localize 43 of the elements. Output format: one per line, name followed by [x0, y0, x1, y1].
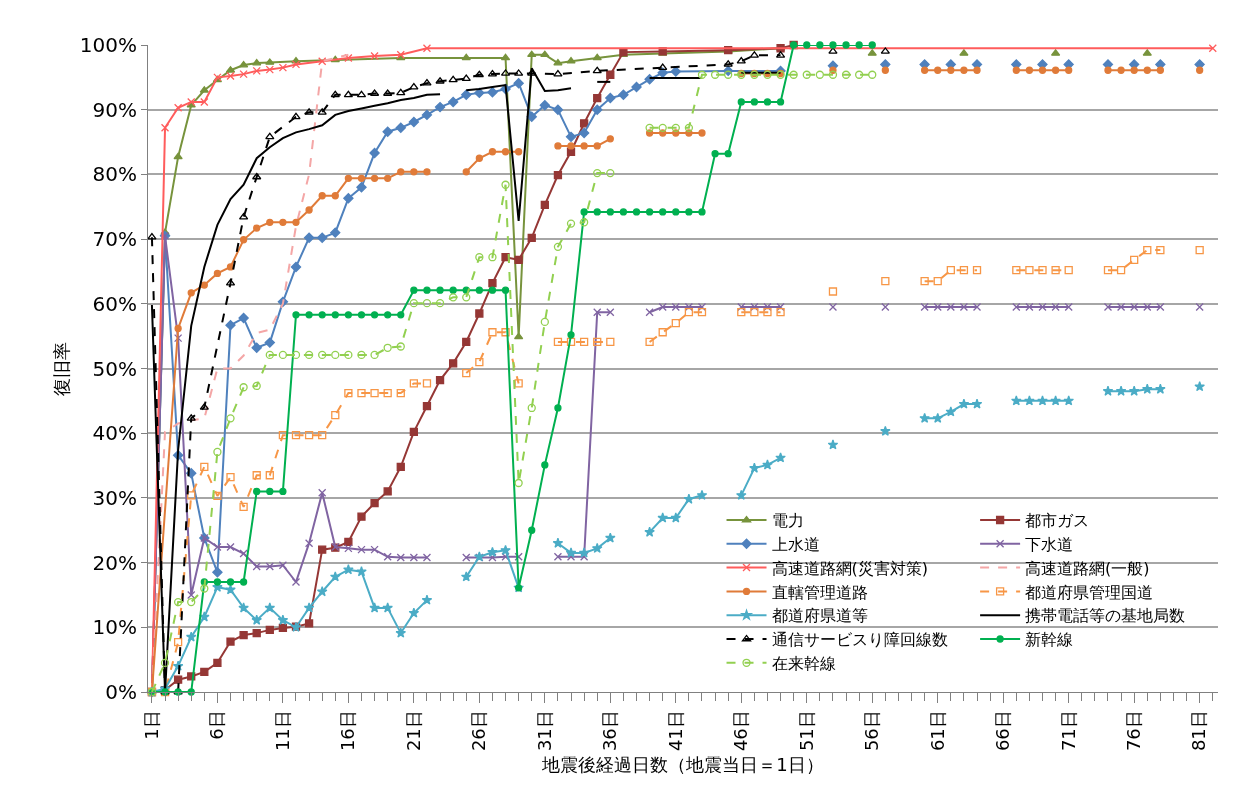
x-tick-label: 41日 [664, 710, 686, 752]
x-tick-label: 76日 [1123, 710, 1145, 752]
x-tick-label: 71日 [1057, 710, 1079, 752]
legend-label: 都市ガス [1025, 511, 1090, 531]
legend-label: 都道府県管理国道 [1025, 582, 1154, 602]
x-tick-label: 1日 [140, 710, 162, 740]
y-tick-label: 50% [92, 356, 137, 381]
y-tick-label: 70% [92, 227, 137, 252]
legend-label: 下水道 [1025, 535, 1074, 555]
x-tick-label: 11日 [271, 710, 293, 752]
legend-label: 通信サービスり障回線数 [771, 630, 948, 650]
x-tick-label: 56日 [861, 710, 883, 752]
legend-label: 電力 [771, 511, 804, 531]
y-tick-label: 20% [92, 550, 137, 575]
legend-label: 携帯電話等の基地局数 [1025, 606, 1186, 626]
x-tick-label: 46日 [730, 710, 752, 752]
x-tick-label: 51日 [795, 710, 817, 752]
x-tick-label: 21日 [402, 710, 424, 752]
x-tick-label: 81日 [1188, 710, 1210, 752]
y-tick-label: 100% [79, 33, 137, 57]
legend-label: 上水道 [771, 535, 820, 555]
x-tick-label: 36日 [599, 710, 621, 752]
y-axis-title: 復旧率 [51, 341, 73, 396]
y-tick-label: 30% [92, 485, 137, 510]
x-tick-label: 16日 [337, 710, 359, 752]
x-axis-title: 地震後経過日数（地震当日＝1日） [541, 754, 824, 776]
y-tick-label: 40% [92, 421, 137, 446]
legend-label: 高速道路網(災害対策) [771, 558, 928, 578]
x-tick-label: 6日 [206, 710, 228, 740]
legend-label: 高速道路網(一般) [1025, 558, 1150, 578]
x-tick-label: 61日 [926, 710, 948, 752]
x-tick-label: 66日 [992, 710, 1014, 752]
y-tick-label: 90% [92, 97, 137, 122]
y-tick-label: 10% [92, 615, 137, 640]
legend-label: 在来幹線 [771, 654, 836, 674]
y-tick-label: 0% [105, 680, 137, 704]
legend-label: 都道府県道等 [771, 606, 868, 626]
y-tick-label: 60% [92, 291, 137, 316]
y-tick-label: 80% [92, 162, 137, 187]
legend-label: 新幹線 [1025, 630, 1074, 650]
x-tick-label: 31日 [533, 710, 555, 752]
x-tick-label: 26日 [468, 710, 490, 752]
legend-label: 直轄管理道路 [771, 582, 868, 602]
